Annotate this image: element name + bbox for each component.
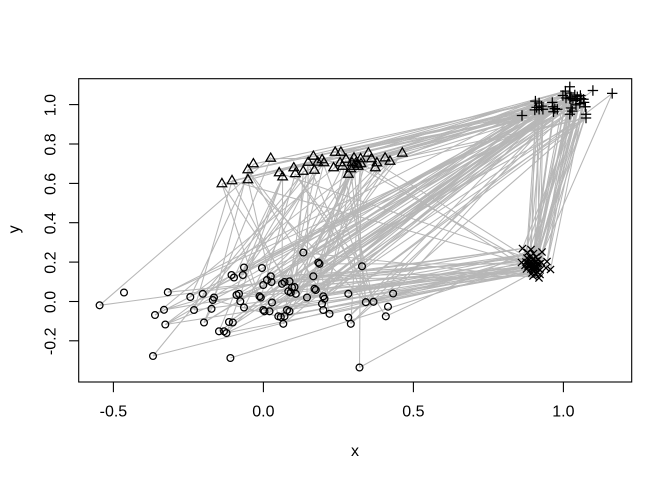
svg-text:0.4: 0.4 <box>43 212 60 234</box>
svg-text:1.0: 1.0 <box>43 94 60 116</box>
svg-text:0.8: 0.8 <box>43 133 60 155</box>
svg-text:0.0: 0.0 <box>252 403 274 420</box>
svg-text:-0.5: -0.5 <box>100 403 128 420</box>
svg-text:x: x <box>351 443 359 460</box>
svg-text:y: y <box>6 225 23 233</box>
svg-text:-0.2: -0.2 <box>43 327 60 355</box>
svg-text:1.0: 1.0 <box>552 403 574 420</box>
svg-text:0.6: 0.6 <box>43 173 60 195</box>
svg-text:0.2: 0.2 <box>43 251 60 273</box>
svg-text:0.0: 0.0 <box>43 291 60 313</box>
svg-text:0.5: 0.5 <box>402 403 424 420</box>
